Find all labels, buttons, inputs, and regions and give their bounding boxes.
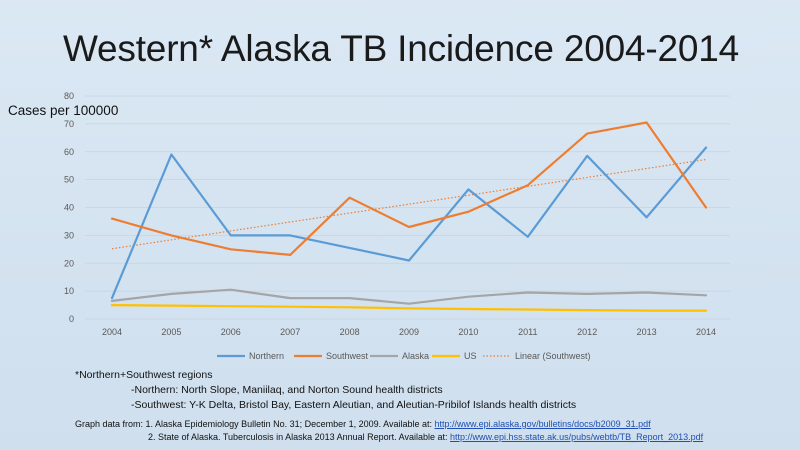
sources: Graph data from: 1. Alaska Epidemiology … <box>75 418 703 443</box>
chart-gridlines <box>85 95 730 320</box>
y-tick-20: 20 <box>64 258 74 268</box>
series-group <box>110 121 708 312</box>
y-tick-60: 60 <box>64 147 74 157</box>
y-axis-ticks: 0 10 20 30 40 50 60 70 80 <box>64 91 74 324</box>
source-2: 2. State of Alaska. Tuberculosis in Alas… <box>75 431 703 444</box>
footnote-regions: *Northern+Southwest regions <box>75 369 213 381</box>
x-tick-2012: 2012 <box>577 327 597 337</box>
source-1: Graph data from: 1. Alaska Epidemiology … <box>75 418 703 431</box>
chart-legend: Northern Southwest Alaska US Linear (Southwe… <box>217 351 591 361</box>
x-tick-2014: 2014 <box>696 327 716 337</box>
footnotes: *Northern+Southwest regions -Northern: N… <box>75 368 576 413</box>
y-tick-50: 50 <box>64 175 74 185</box>
legend-label-3: US <box>464 351 477 361</box>
trendline-group <box>111 158 707 250</box>
x-tick-2007: 2007 <box>280 327 300 337</box>
legend-label-0: Northern <box>249 351 284 361</box>
x-tick-2006: 2006 <box>221 327 241 337</box>
y-tick-70: 70 <box>64 119 74 129</box>
legend-label-2: Alaska <box>402 351 429 361</box>
x-axis-ticks: 2004 2005 2006 2007 2008 2009 2010 2011 2012 2013… <box>102 327 716 337</box>
x-tick-2008: 2008 <box>340 327 360 337</box>
x-tick-2009: 2009 <box>399 327 419 337</box>
x-tick-2013: 2013 <box>637 327 657 337</box>
y-tick-80: 80 <box>64 91 74 101</box>
y-tick-0: 0 <box>69 314 74 324</box>
series-line-us <box>110 304 708 312</box>
trendline-southwest <box>111 158 707 250</box>
source-1-text: Graph data from: 1. Alaska Epidemiology … <box>75 419 435 429</box>
footnote-northern: -Northern: North Slope, Maniilaq, and No… <box>131 384 443 396</box>
source-2-link[interactable]: http://www.epi.hss.state.ak.us/pubs/webt… <box>450 431 704 442</box>
x-tick-2004: 2004 <box>102 327 122 337</box>
y-axis-label: Cases per 100000 <box>8 103 119 118</box>
footnote-southwest: -Southwest: Y-K Delta, Bristol Bay, East… <box>131 399 577 411</box>
x-tick-2010: 2010 <box>458 327 478 337</box>
legend-label-1: Southwest <box>326 351 369 361</box>
page-title: Western* Alaska TB Incidence 2004-2014 <box>63 28 739 69</box>
source-2-text: 2. State of Alaska. Tuberculosis in Alas… <box>148 431 451 442</box>
series-line-northern <box>110 146 708 300</box>
x-tick-2011: 2011 <box>518 327 537 337</box>
series-line-southwest <box>110 121 708 256</box>
y-tick-10: 10 <box>64 286 74 296</box>
source-1-link[interactable]: http://www.epi.alaska.gov/bulletins/docs… <box>434 419 651 429</box>
series-line-alaska <box>110 288 708 305</box>
legend-label-4: Linear (Southwest) <box>515 351 591 361</box>
y-tick-30: 30 <box>64 230 74 240</box>
x-tick-2005: 2005 <box>161 327 181 337</box>
y-tick-40: 40 <box>64 203 74 213</box>
